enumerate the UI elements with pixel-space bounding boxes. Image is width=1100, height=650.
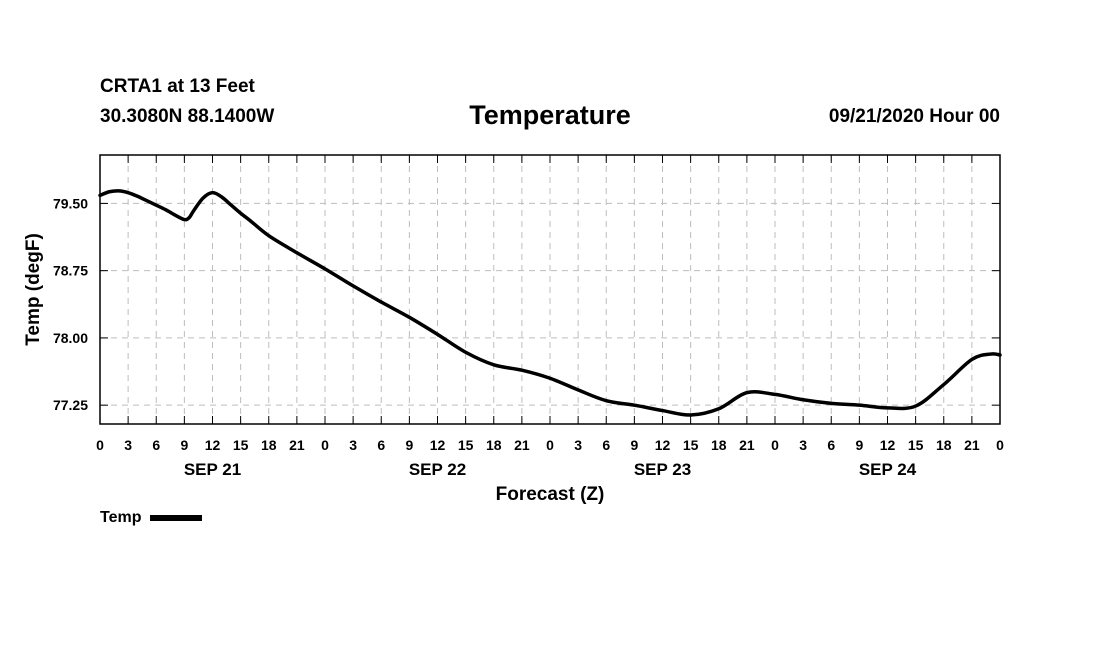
day-label: SEP 24 [859,460,917,479]
x-tick-label: 12 [430,437,446,453]
station-label: CRTA1 at 13 Feet [100,76,255,97]
x-tick-label: 21 [739,437,755,453]
x-tick-label: 9 [855,437,863,453]
y-tick-label: 79.50 [53,195,88,211]
coordinates-label: 30.3080N 88.1400W [100,106,275,127]
y-tick-label: 78.00 [53,330,88,346]
x-tick-label: 12 [880,437,896,453]
x-tick-label: 6 [602,437,610,453]
legend-label: Temp [100,509,142,526]
x-tick-label: 6 [377,437,385,453]
x-tick-label: 21 [514,437,530,453]
x-tick-label: 15 [458,437,474,453]
axis-labels: 0 3 6 9 12 15 18 21 0 3 6 9 12 15 18 21 0 3 6 9 12 15 18 21 0 3 6 9… [53,195,1004,479]
x-tick-label: 21 [289,437,305,453]
x-tick-label: 18 [486,437,502,453]
legend: Temp [100,509,203,527]
chart-title: Temperature [469,100,631,130]
x-tick-label: 0 [96,437,104,453]
x-tick-label: 0 [546,437,554,453]
legend-swatch [150,515,203,521]
forecast-date-label: 09/21/2020 Hour 00 [828,106,1000,127]
x-tick-label: 9 [180,437,188,453]
x-tick-label: 12 [655,437,671,453]
x-tick-label: 18 [936,437,952,453]
x-tick-label: 3 [124,437,132,453]
x-tick-label: 18 [261,437,277,453]
x-tick-label: 3 [349,437,357,453]
x-tick-label: 18 [711,437,727,453]
axis-ticks [99,155,1001,424]
x-tick-label: 9 [630,437,638,453]
series-line-temp [98,189,1002,417]
x-axis-title: Forecast (Z) [496,484,605,505]
x-tick-label: 3 [799,437,807,453]
x-tick-label: 0 [996,437,1004,453]
x-tick-label: 0 [771,437,779,453]
gridlines [100,155,1000,424]
x-tick-label: 15 [908,437,924,453]
day-label: SEP 22 [409,460,466,479]
plot-frame [99,154,1001,425]
day-label: SEP 23 [634,460,691,479]
y-axis-title: Temp (degF) [23,233,44,346]
x-tick-label: 15 [683,437,699,453]
x-tick-label: 6 [827,437,835,453]
x-tick-label: 3 [574,437,582,453]
x-tick-label: 0 [321,437,329,453]
x-tick-label: 9 [405,437,413,453]
y-tick-label: 78.75 [53,263,88,279]
y-tick-label: 77.25 [53,397,88,413]
x-tick-label: 12 [205,437,221,453]
x-tick-label: 21 [964,437,980,453]
day-label: SEP 21 [184,460,241,479]
x-tick-label: 15 [233,437,249,453]
x-tick-label: 6 [152,437,160,453]
